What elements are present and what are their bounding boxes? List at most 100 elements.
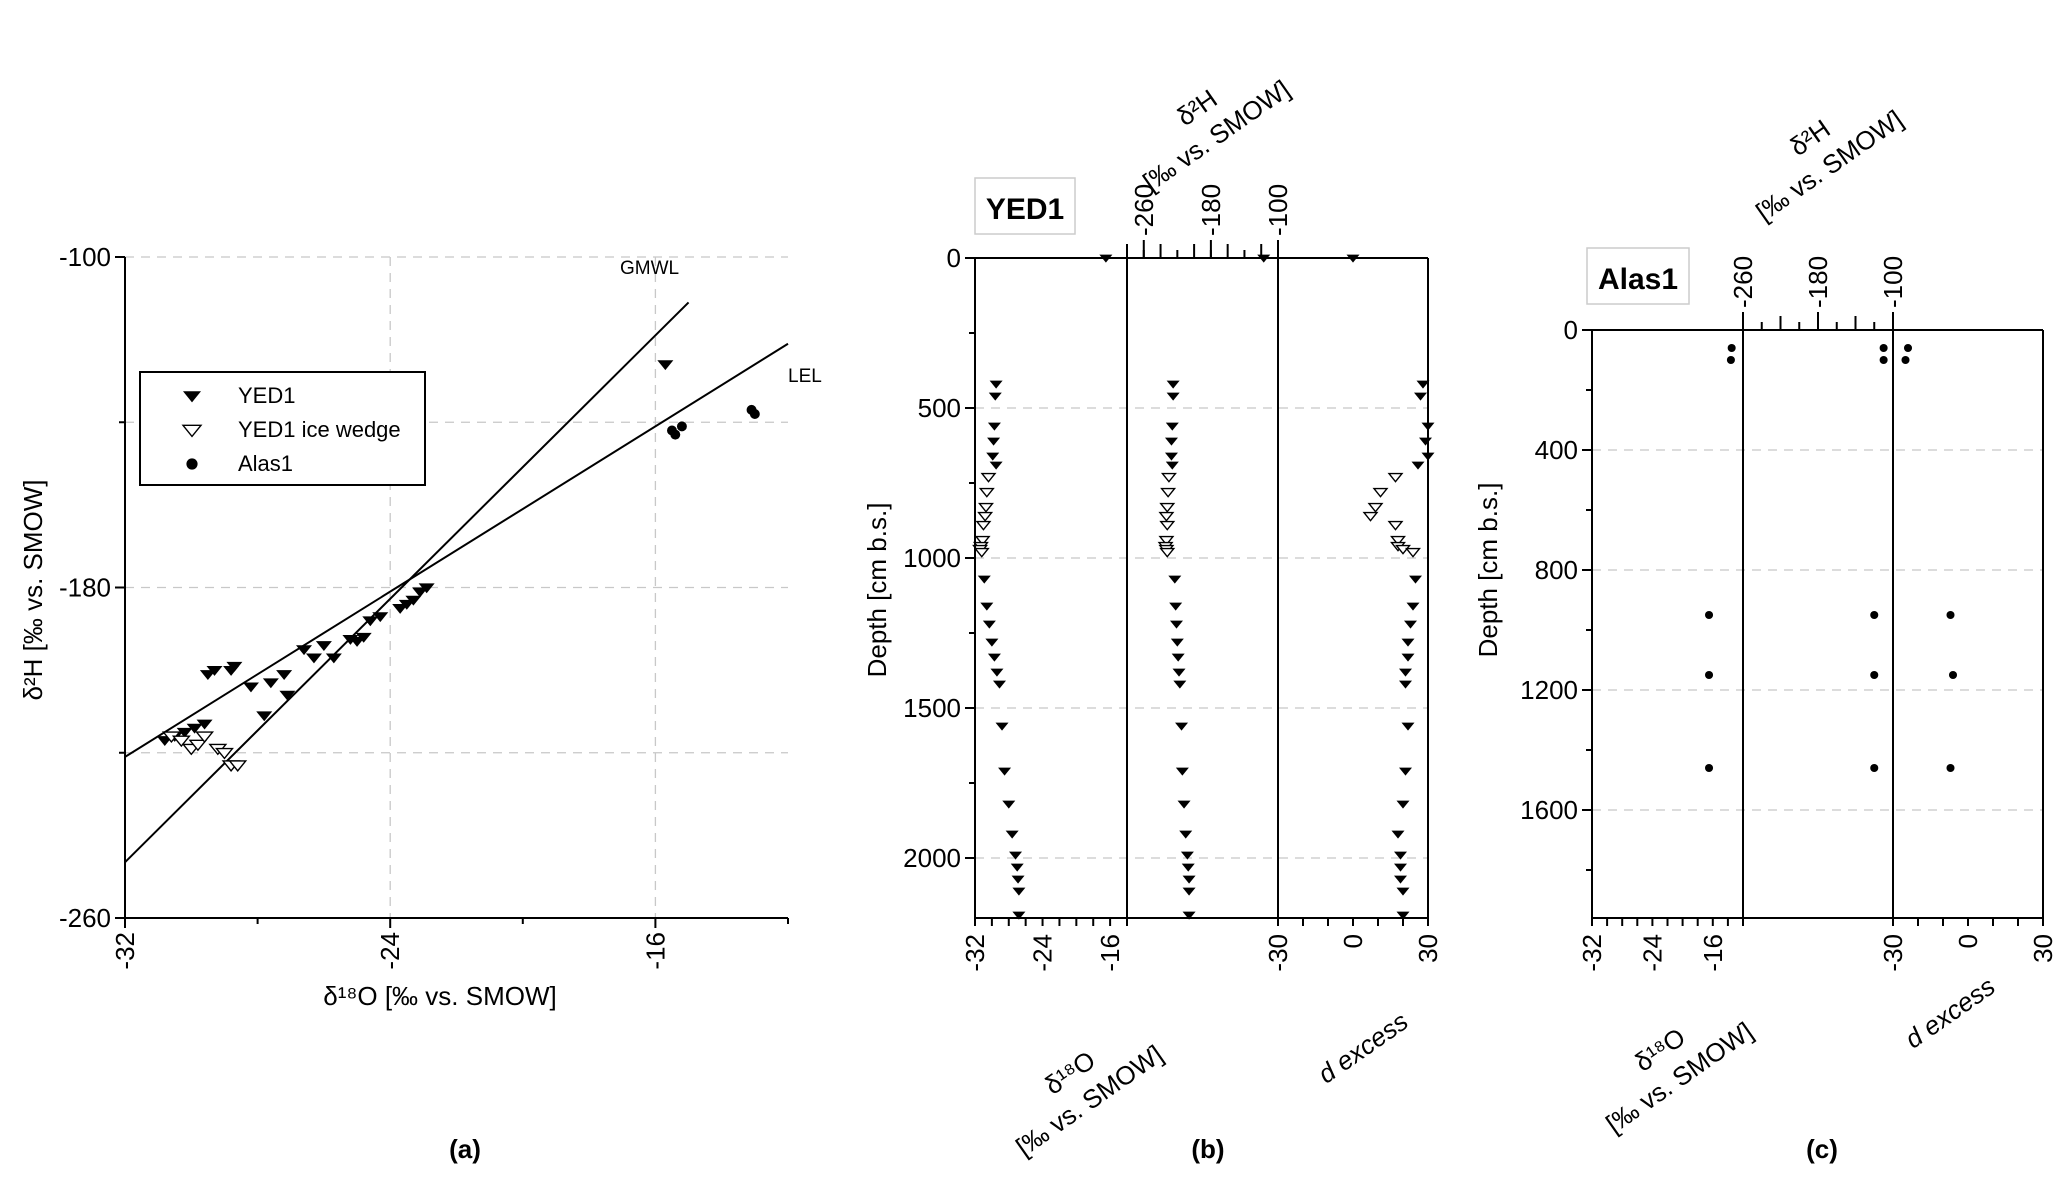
data-point [195, 731, 215, 744]
data-point [296, 645, 313, 656]
data-point [1168, 575, 1182, 584]
data-point [986, 452, 1000, 461]
data-point [1173, 680, 1187, 689]
data-point [978, 487, 995, 498]
data-point [1404, 620, 1417, 629]
depth-tick-label: 800 [1535, 555, 1578, 585]
column-tick-label: -16 [1095, 934, 1125, 972]
data-point [1414, 392, 1427, 401]
data-point [1011, 875, 1025, 884]
data-point [980, 472, 997, 483]
panel-a-label: (a) [449, 1134, 481, 1164]
depth-tick-label: 0 [947, 243, 961, 273]
data-point [1160, 472, 1177, 483]
data-point [188, 739, 208, 752]
data-point [1172, 668, 1186, 677]
data-point [1411, 461, 1425, 470]
data-point [1367, 502, 1384, 513]
lel-line-label: LEL [788, 366, 822, 387]
data-point [1180, 851, 1194, 860]
data-point [1387, 472, 1404, 483]
data-point [1401, 722, 1415, 731]
data-point [973, 547, 990, 558]
data-point [1159, 502, 1176, 513]
panel-b-d2h-unit: [‰ vs. SMOW] [1137, 74, 1295, 197]
data-point [989, 380, 1003, 389]
column-tick-label: -16 [1698, 934, 1728, 972]
data-point [1005, 830, 1019, 839]
y-tick-label: -100 [59, 242, 111, 272]
data-point [1012, 911, 1026, 920]
column-tick-label: -24 [1637, 934, 1667, 972]
data-point [405, 595, 422, 606]
column-tick-label: 0 [1338, 934, 1368, 948]
data-point [1704, 763, 1714, 773]
column-tick-label: -260 [1728, 256, 1758, 308]
data-point [670, 429, 681, 440]
depth-tick-label: 2000 [903, 843, 961, 873]
data-point [325, 653, 342, 664]
x-tick-label: -24 [375, 932, 405, 970]
panel-c-axes [1591, 329, 2044, 919]
depth-tick-label: 1200 [1520, 675, 1578, 705]
panel-b-title-box [974, 177, 1076, 235]
data-point [355, 632, 372, 643]
data-point [1419, 437, 1432, 446]
panel-c-y-axis-label: Depth [cm b.s.] [1473, 483, 1503, 658]
data-point [1002, 800, 1016, 809]
data-point [977, 575, 991, 584]
panel-b-gridlines [975, 407, 1428, 859]
data-point [1165, 461, 1179, 470]
column-tick-label: 0 [1953, 934, 1983, 948]
data-point [1704, 670, 1714, 680]
data-point [982, 620, 996, 629]
regression-line-lel [124, 342, 789, 758]
data-point [992, 680, 1006, 689]
panel-a-legend: YED1 YED1 ice wedge Alas1 [139, 371, 426, 486]
data-point [1870, 763, 1879, 773]
panel-b-depth-profile: 0 500 1000 1500 2000 -32 -24 -16 -260 -180 -100 -30… [862, 74, 1443, 1164]
panel-a-scatter: -100 -180 -260-32 -24 -16 GMWL LEL YED1 YED1… [18, 242, 822, 1164]
data-point [1169, 620, 1183, 629]
legend-label-yed1-ice-wedge: YED1 ice wedge [238, 417, 401, 442]
data-point [171, 735, 191, 748]
panel-c-points [1704, 343, 1958, 773]
data-point [977, 511, 994, 522]
data-point [978, 502, 994, 513]
data-point [987, 422, 1001, 431]
data-point [1396, 800, 1410, 809]
data-point [987, 437, 1001, 446]
data-point [676, 421, 687, 432]
data-point [418, 583, 435, 594]
data-point [1405, 547, 1421, 558]
data-point [1160, 487, 1177, 498]
data-point [1946, 610, 1955, 620]
data-point [980, 602, 994, 611]
panel-b-axes [974, 257, 1429, 919]
data-point [1726, 355, 1735, 365]
data-point [1396, 887, 1410, 896]
column-tick-label: -100 [1878, 256, 1908, 308]
data-point [1181, 863, 1195, 872]
column-tick-label: 30 [1413, 934, 1443, 963]
legend-marker [183, 391, 201, 403]
data-point [1399, 680, 1412, 689]
data-point [1406, 602, 1420, 611]
data-point [226, 661, 243, 672]
column-tick-label: -24 [1028, 934, 1058, 972]
depth-tick-label: 0 [1564, 315, 1578, 345]
data-point [242, 682, 259, 693]
data-point [372, 612, 389, 623]
x-tick-label: -16 [640, 932, 670, 970]
legend-marker [181, 424, 203, 438]
data-point [1362, 511, 1379, 522]
panel-c-title-box [1586, 247, 1690, 305]
data-point [362, 616, 379, 627]
data-point [206, 665, 223, 676]
data-point [1159, 520, 1176, 531]
data-point [998, 767, 1012, 776]
data-point [995, 722, 1009, 731]
data-point [228, 760, 248, 772]
panel-c-depth-profile: 0 400 800 1200 1600 -32 -24 -16 -260 -180 -100 -30 0… [1473, 104, 2058, 1164]
data-point [1372, 487, 1389, 498]
